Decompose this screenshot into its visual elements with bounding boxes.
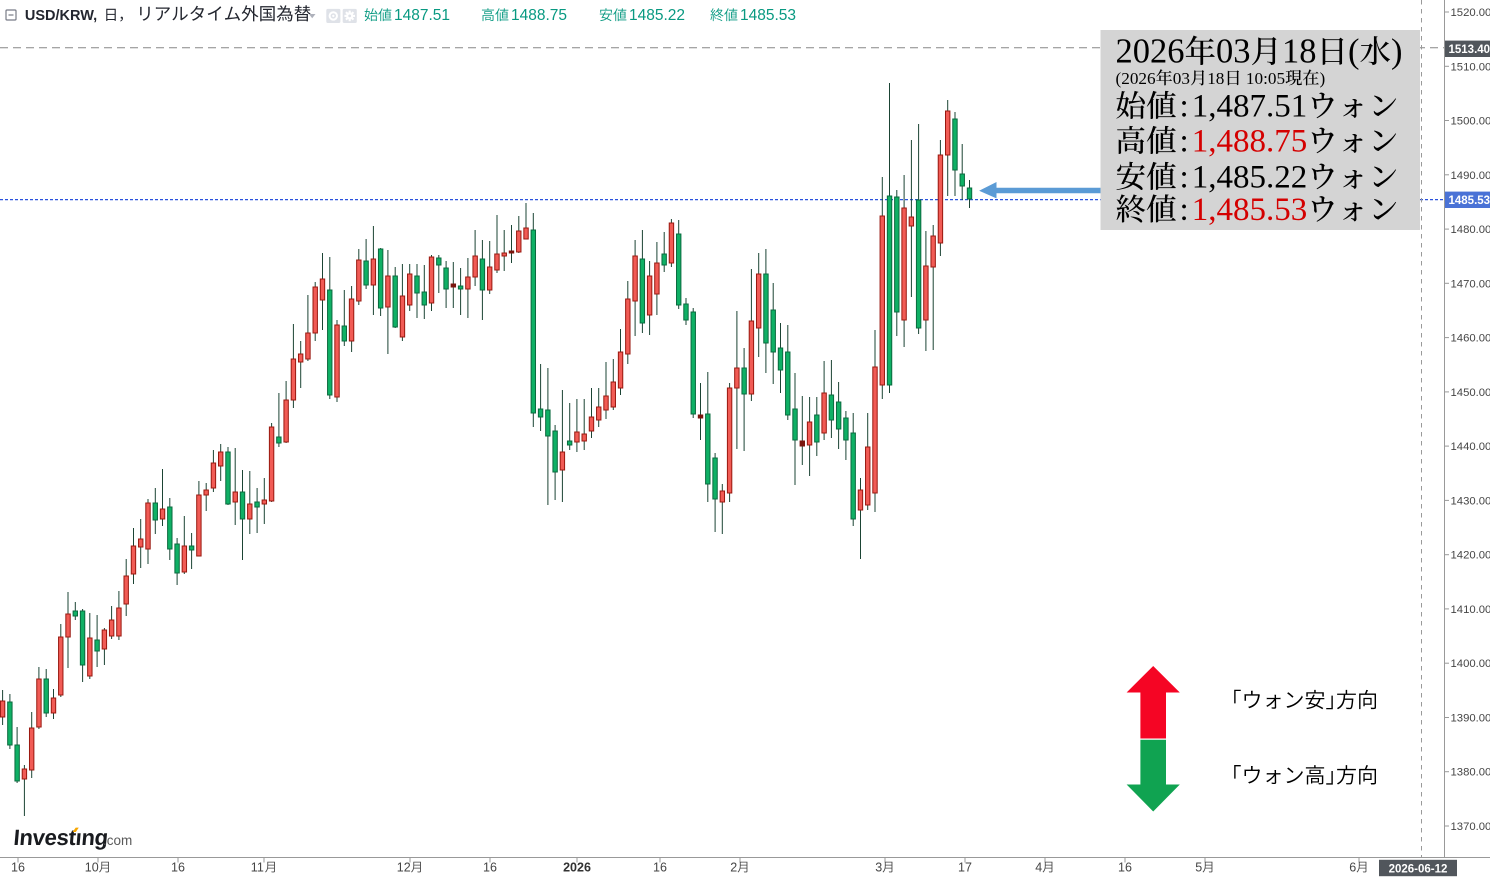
svg-text:(2026: (2026 bbox=[1116, 69, 1157, 88]
svg-text:1460.00: 1460.00 bbox=[1451, 333, 1490, 345]
svg-text:18: 18 bbox=[1207, 69, 1224, 88]
svg-text::: : bbox=[1180, 192, 1189, 228]
svg-text:16: 16 bbox=[483, 861, 497, 875]
svg-text:2026: 2026 bbox=[1116, 33, 1185, 71]
svg-text::: : bbox=[1180, 89, 1189, 125]
svg-text:1380.00: 1380.00 bbox=[1451, 767, 1490, 779]
svg-text:16: 16 bbox=[1118, 861, 1132, 875]
svg-text:1490.00: 1490.00 bbox=[1451, 170, 1490, 182]
svg-text:03: 03 bbox=[1216, 33, 1251, 71]
svg-text:11: 11 bbox=[251, 861, 264, 875]
svg-text:4: 4 bbox=[1035, 861, 1042, 875]
svg-text:18: 18 bbox=[1282, 33, 1317, 71]
svg-text:1485.22: 1485.22 bbox=[629, 7, 685, 24]
svg-text:1487.51: 1487.51 bbox=[394, 7, 450, 24]
svg-text:1410.00: 1410.00 bbox=[1451, 604, 1490, 616]
svg-text:1390.00: 1390.00 bbox=[1451, 713, 1490, 725]
svg-text:6: 6 bbox=[1349, 861, 1356, 875]
svg-text:1430.00: 1430.00 bbox=[1451, 495, 1490, 507]
svg-text:1488.75: 1488.75 bbox=[511, 7, 567, 24]
svg-text:03: 03 bbox=[1173, 69, 1190, 88]
svg-text:): ) bbox=[1320, 69, 1326, 88]
svg-text:): ) bbox=[1391, 33, 1403, 71]
svg-text:10: 10 bbox=[85, 861, 99, 875]
svg-text:16: 16 bbox=[653, 861, 667, 875]
svg-text:1,488.75: 1,488.75 bbox=[1192, 124, 1308, 160]
svg-text:1370.00: 1370.00 bbox=[1451, 821, 1490, 833]
svg-text:1470.00: 1470.00 bbox=[1451, 278, 1490, 290]
svg-text:5: 5 bbox=[1195, 861, 1202, 875]
svg-text:1520.00: 1520.00 bbox=[1451, 7, 1490, 19]
svg-text:2026: 2026 bbox=[563, 861, 591, 875]
svg-text:1450.00: 1450.00 bbox=[1451, 387, 1490, 399]
svg-text:17: 17 bbox=[958, 861, 972, 875]
svg-text:1485.53: 1485.53 bbox=[740, 7, 796, 24]
svg-text:1513.40: 1513.40 bbox=[1449, 44, 1490, 56]
svg-text:(: ( bbox=[1348, 33, 1360, 71]
svg-text:1,485.53: 1,485.53 bbox=[1192, 192, 1308, 228]
svg-text:1500.00: 1500.00 bbox=[1451, 116, 1490, 128]
svg-text::: : bbox=[1180, 160, 1189, 196]
svg-text:1480.00: 1480.00 bbox=[1451, 224, 1490, 236]
svg-text:3: 3 bbox=[875, 861, 882, 875]
svg-text:USD/KRW,: USD/KRW, bbox=[25, 8, 101, 24]
svg-text:2026-06-12: 2026-06-12 bbox=[1389, 863, 1448, 875]
svg-text:1,487.51: 1,487.51 bbox=[1192, 89, 1308, 125]
svg-text:16: 16 bbox=[11, 861, 25, 875]
svg-text:2: 2 bbox=[730, 861, 737, 875]
svg-text:1485.53: 1485.53 bbox=[1449, 195, 1490, 207]
svg-text::: : bbox=[1180, 124, 1189, 160]
svg-text:12: 12 bbox=[397, 861, 411, 875]
svg-text:.com: .com bbox=[103, 833, 132, 848]
svg-text:1440.00: 1440.00 bbox=[1451, 441, 1490, 453]
svg-text:1400.00: 1400.00 bbox=[1451, 658, 1490, 670]
svg-text:Investıng: Investıng bbox=[13, 825, 109, 850]
svg-text:10:05: 10:05 bbox=[1242, 69, 1285, 88]
svg-text:16: 16 bbox=[171, 861, 185, 875]
svg-text:1420.00: 1420.00 bbox=[1451, 550, 1490, 562]
svg-text:1510.00: 1510.00 bbox=[1451, 61, 1490, 73]
svg-text:1,485.22: 1,485.22 bbox=[1192, 160, 1308, 196]
